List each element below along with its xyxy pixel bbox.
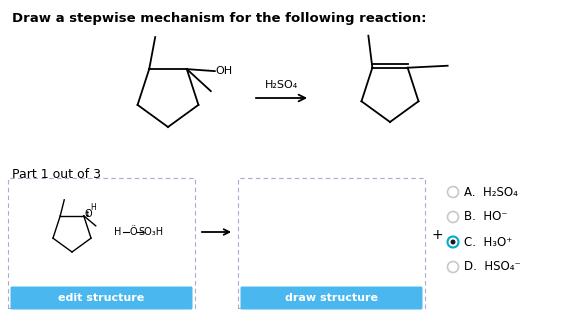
Text: Draw a stepwise mechanism for the following reaction:: Draw a stepwise mechanism for the follow…: [12, 12, 427, 25]
Text: H: H: [114, 227, 122, 237]
Text: OH: OH: [216, 66, 233, 76]
Text: C.  H₃O⁺: C. H₃O⁺: [464, 235, 512, 249]
Text: A.  H₂SO₄: A. H₂SO₄: [464, 186, 518, 198]
FancyBboxPatch shape: [241, 286, 423, 309]
FancyBboxPatch shape: [10, 286, 192, 309]
Text: SO₃H: SO₃H: [138, 227, 164, 237]
Text: D.  HSO₄⁻: D. HSO₄⁻: [464, 261, 521, 273]
Text: H₂SO₄: H₂SO₄: [265, 80, 298, 90]
Text: B.  HO⁻: B. HO⁻: [464, 211, 508, 224]
FancyBboxPatch shape: [8, 178, 195, 308]
Text: H: H: [90, 203, 96, 212]
FancyBboxPatch shape: [238, 178, 425, 308]
Text: Ö: Ö: [129, 227, 137, 237]
Text: +: +: [431, 228, 443, 242]
Text: Part 1 out of 3: Part 1 out of 3: [12, 168, 101, 181]
Text: O: O: [85, 209, 92, 219]
Text: draw structure: draw structure: [285, 293, 378, 303]
Text: edit structure: edit structure: [58, 293, 145, 303]
Circle shape: [451, 240, 455, 244]
